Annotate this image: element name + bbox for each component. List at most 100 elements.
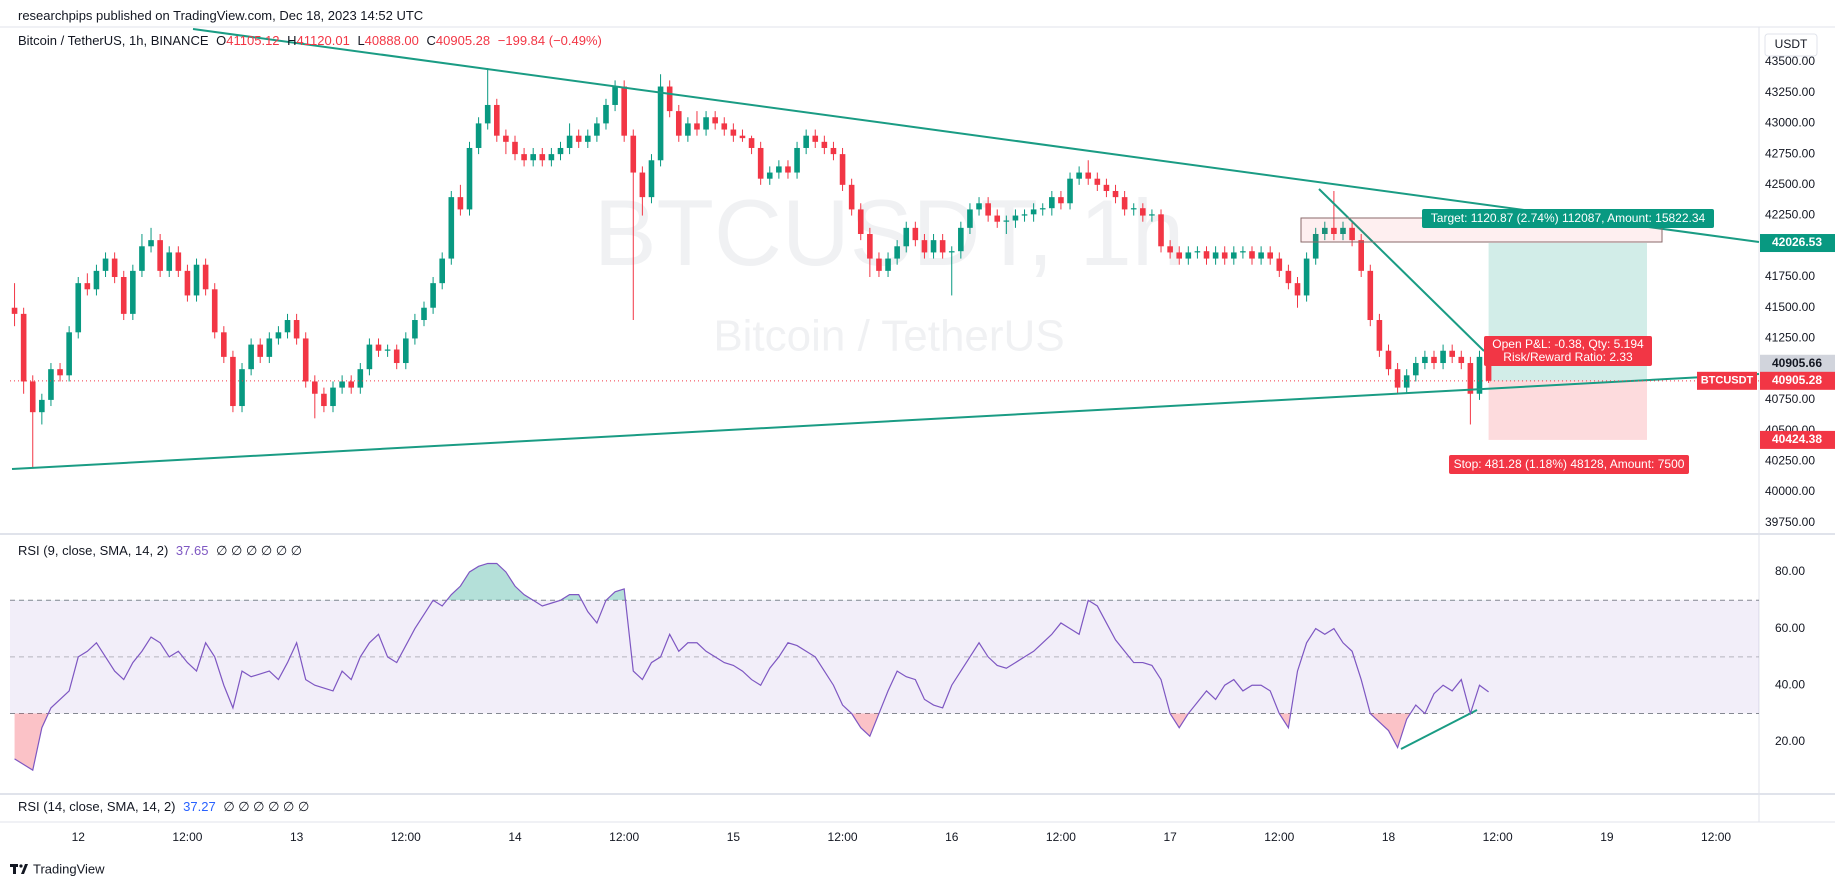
target-label-box [1422, 209, 1714, 228]
candles [11, 68, 1492, 468]
candle-body [466, 147, 473, 210]
price-tag [1760, 354, 1835, 373]
stop-zone [1488, 380, 1647, 440]
x-tick-label: 13 [290, 830, 304, 844]
candle-body [66, 332, 72, 376]
candle-body [912, 227, 919, 241]
candle-body [1440, 350, 1446, 364]
trendline [192, 28, 1760, 243]
candle-body [539, 154, 546, 161]
candle-body [1394, 369, 1401, 388]
candle-body [1158, 214, 1164, 247]
candle-body [1039, 208, 1046, 210]
price-tag [1760, 371, 1835, 390]
candle-body [721, 123, 728, 130]
y-tick-label: 43500.00 [1765, 54, 1815, 68]
stop-label: Stop: 481.28 (1.18%) 48128, Amount: 7500 [1454, 457, 1685, 471]
candle-body [448, 197, 455, 259]
candle-body [1085, 172, 1092, 179]
candle-body [339, 381, 345, 388]
candle-body [1258, 252, 1264, 259]
candle-body [475, 123, 482, 148]
candle-body [239, 369, 245, 407]
candle-body [548, 154, 555, 161]
logo [10, 864, 28, 874]
candle-body [130, 270, 136, 314]
rsi-legend: RSI (9, close, SMA, 14, 2) 37.65 ∅ ∅ ∅ ∅… [18, 543, 306, 559]
x-tick-label: 12:00 [1701, 830, 1731, 844]
symbol-tag [1697, 371, 1757, 390]
rsi-tick-label: 80.00 [1775, 564, 1805, 578]
price-tag-label: 42026.53 [1772, 235, 1822, 249]
candle-body [785, 166, 791, 173]
y-tick-label: 40750.00 [1765, 392, 1815, 406]
candle-body [1449, 350, 1455, 357]
candle-body [1303, 258, 1310, 296]
candle-body [857, 209, 864, 234]
price-tag-label: 40905.28 [1772, 373, 1822, 387]
candle-body [384, 349, 391, 351]
candle-body [730, 129, 737, 136]
candle-body [675, 111, 682, 136]
candle-body [694, 123, 700, 130]
candle-body [1431, 356, 1437, 364]
candle-body [29, 381, 36, 413]
rsi-pane [14, 562, 1489, 772]
ratio-label: Risk/Reward Ratio: 2.33 [1503, 350, 1633, 364]
legend-label: C [426, 33, 436, 48]
candle-body [20, 313, 27, 382]
candle-body [830, 147, 837, 155]
legend-value: 40905.28 [435, 33, 491, 48]
x-tick-label: 12:00 [609, 830, 639, 844]
legend-label: O [216, 33, 227, 48]
candle-body [958, 227, 964, 252]
y-tick-label: 41750.00 [1765, 269, 1815, 283]
symbol-tag-label: BTCUSDT [1701, 375, 1754, 387]
candle-body [257, 344, 264, 357]
candle-body [512, 141, 518, 155]
x-tick-label: 15 [727, 830, 741, 844]
candle-body [766, 172, 773, 179]
candle-body [211, 289, 218, 333]
candle-body [575, 135, 582, 142]
legend-value: 40888.00 [364, 33, 419, 48]
candle-body [894, 246, 900, 259]
rsi2-flags: ∅ ∅ ∅ ∅ ∅ ∅ [223, 799, 310, 814]
candle-body [612, 86, 618, 105]
candle-body [994, 215, 1001, 222]
rsi-tick-label: 40.00 [1775, 677, 1805, 691]
candle-body [839, 154, 846, 185]
candle-body [330, 387, 336, 407]
legend-value: 41105.12 [226, 33, 280, 48]
candle-body [1476, 356, 1483, 394]
candle-body [1285, 270, 1292, 284]
candle-body [648, 160, 655, 198]
stop-label-box [1449, 455, 1689, 474]
candle-body [102, 258, 109, 271]
x-tick-label: 18 [1382, 830, 1396, 844]
logo-part [19, 864, 23, 868]
candle-body [930, 240, 937, 253]
candle-body [712, 117, 718, 124]
candle-body [1231, 252, 1237, 259]
candle-body [1240, 251, 1246, 253]
labels: 39750.0040000.0040250.0040500.0040750.00… [10, 54, 1835, 844]
candle-body [403, 338, 409, 364]
x-tick-label: 12 [72, 830, 86, 844]
candle-body [1367, 270, 1374, 321]
candle-body [11, 307, 18, 314]
logo-part [21, 864, 28, 874]
candle-body [1167, 246, 1173, 253]
candle-body [967, 209, 973, 228]
y-tick-label: 42500.00 [1765, 177, 1815, 191]
candle-body [812, 135, 819, 142]
rsi-value: 37.65 [175, 543, 209, 558]
candle-body [1349, 227, 1355, 241]
candle-body [302, 338, 309, 382]
y-tick-label: 42750.00 [1765, 146, 1815, 160]
candle-body [1112, 190, 1119, 198]
rsi-tick-label: 20.00 [1775, 734, 1805, 748]
candle-body [821, 141, 828, 148]
x-tick-label: 12:00 [391, 830, 421, 844]
x-tick-label: 14 [508, 830, 522, 844]
